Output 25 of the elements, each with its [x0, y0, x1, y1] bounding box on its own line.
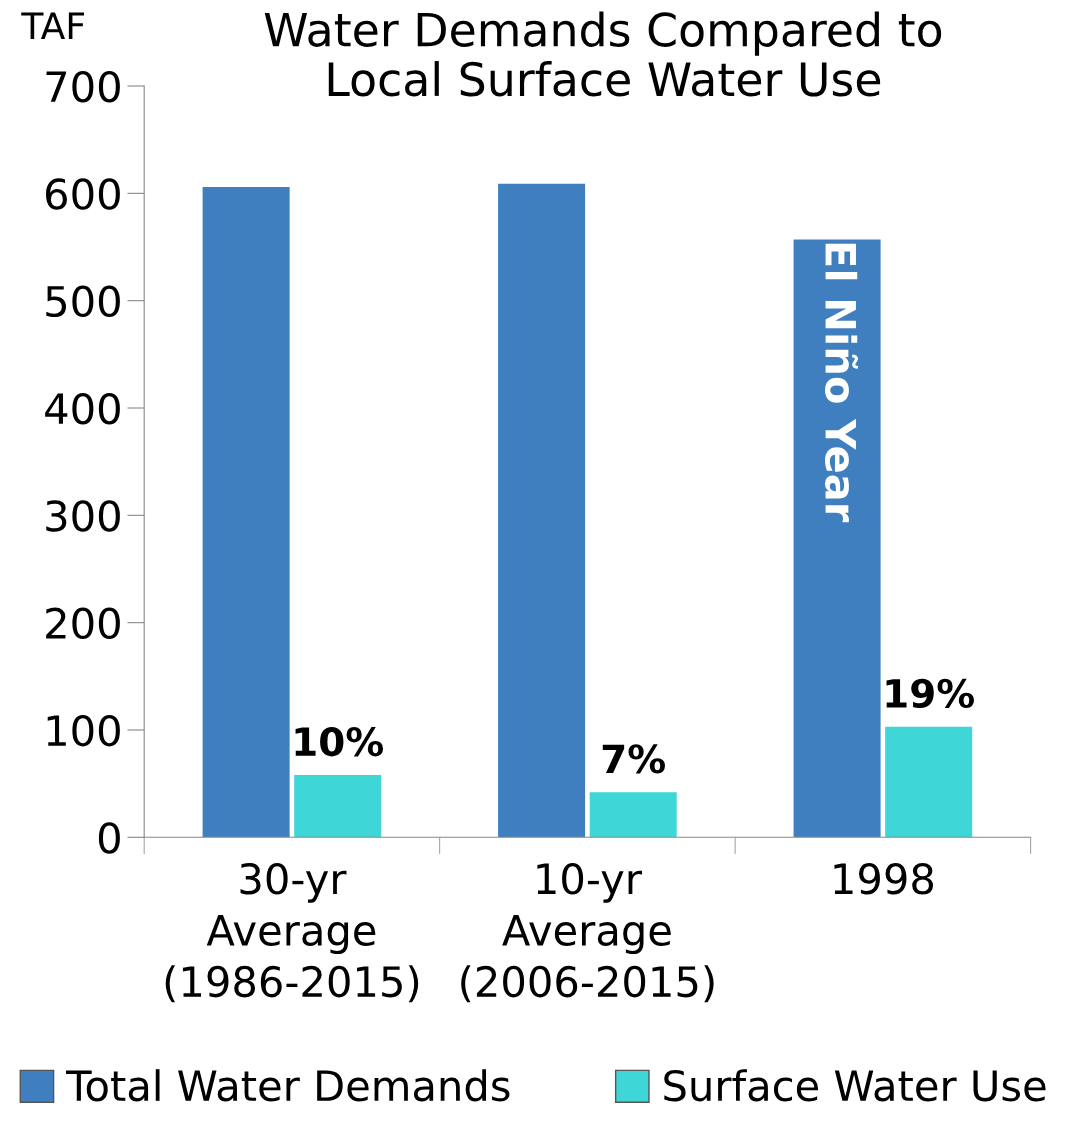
- y-tick-label: 300: [46, 500, 120, 532]
- bar: [202, 186, 290, 838]
- y-tick-label: 100: [47, 714, 120, 747]
- annotation: El Niño Year: [824, 243, 858, 523]
- legend-label: Total Water Demands: [65, 1069, 510, 1102]
- annotation: 10%: [295, 727, 384, 757]
- y-tick-label: 0: [98, 822, 120, 854]
- y-tick-label: 200: [46, 607, 120, 640]
- bar: [885, 726, 973, 838]
- bar: [589, 792, 677, 838]
- y-tick-label: 500: [46, 285, 120, 318]
- y-tick-label: 700: [46, 70, 120, 103]
- bar: [793, 239, 881, 838]
- x-tick-label: 10-yr Average (2006-2015): [461, 863, 714, 1003]
- bar: [294, 775, 382, 838]
- bar: [498, 183, 586, 838]
- legend-label: Surface Water Use: [664, 1069, 1046, 1102]
- annotation: 7%: [602, 744, 665, 774]
- annotation: 19%: [886, 678, 974, 709]
- x-tick-label: 30-yr Average (1986-2015): [165, 863, 419, 1003]
- chart-title: Water Demands Compared to Local Surface Water Use: [264, 11, 942, 97]
- y-tick-label: 400: [45, 392, 120, 425]
- y-tick-label: 600: [46, 178, 120, 210]
- y-axis-title: TAF: [21, 12, 84, 39]
- x-tick-label: 1998: [834, 863, 934, 895]
